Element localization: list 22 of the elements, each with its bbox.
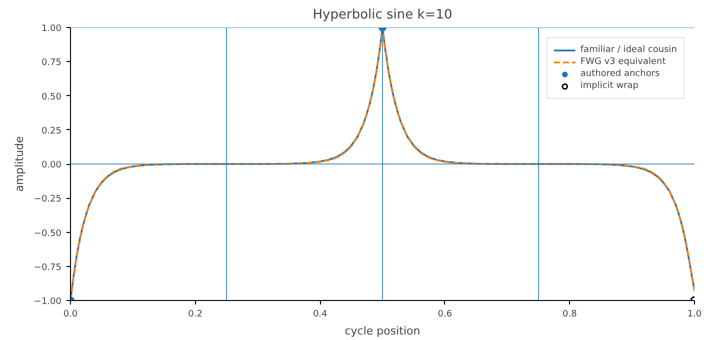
y-tick-label: −1.00 (34, 297, 62, 307)
y-axis-title: amplitude (12, 136, 26, 192)
y-tick-label: 0.75 (41, 58, 62, 68)
x-axis-title: cycle position (344, 324, 420, 338)
x-tick-label: 0.8 (562, 310, 578, 320)
y-tick-label: −0.50 (34, 228, 62, 239)
x-tick-label: 0.0 (63, 310, 78, 320)
y-tick-label: −0.75 (34, 262, 62, 273)
legend-label: familiar / ideal cousin (580, 44, 677, 56)
x-tick-label: 0.6 (438, 310, 452, 320)
chart-title: Hyperbolic sine k=10 (312, 8, 452, 22)
legend-label: FWG v3 equivalent (580, 56, 666, 68)
legend-label: authored anchors (580, 68, 660, 80)
x-tick-label: 0.4 (312, 310, 328, 320)
y-tick-label: 1.00 (41, 24, 62, 34)
y-tick-label: 0.00 (41, 160, 62, 170)
y-tick-label: 0.25 (41, 126, 62, 136)
y-tick-label: −0.25 (34, 194, 62, 205)
legend-label: implicit wrap (580, 80, 638, 92)
x-tick-label: 0.2 (188, 310, 202, 320)
y-tick-label: 0.50 (41, 92, 62, 102)
x-tick-label: 1.0 (687, 310, 702, 320)
